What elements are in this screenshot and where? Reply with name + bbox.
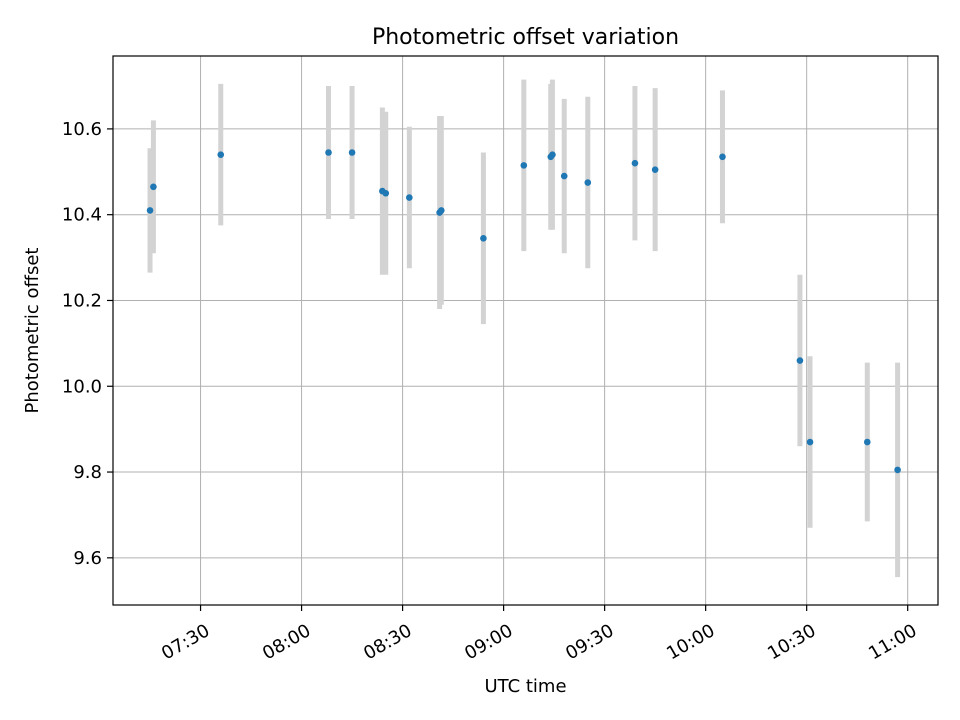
y-tick-label: 9.8 [73,462,102,483]
x-tick-label: 09:30 [562,620,617,664]
x-axis-ticks: 07:30 08:00 08:30 09:00 09:30 10:00 10:30 11:00 [158,605,921,664]
data-point [406,194,413,201]
data-point [438,207,445,214]
data-point [651,166,659,173]
data-point [325,149,332,156]
y-tick-label: 10.2 [62,290,102,311]
error-bars [147,79,901,578]
y-tick-label: 10.6 [62,119,102,140]
chart-title: Photometric offset variation [372,25,679,50]
x-tick-label: 10:30 [764,620,819,664]
data-point [549,151,556,158]
data-point [796,357,804,364]
y-tick-label: 10.0 [62,376,102,397]
data-point [382,189,390,197]
x-tick-label: 08:30 [360,620,415,664]
data-point [480,234,487,242]
y-axis-ticks: 9.6 9.8 10.0 10.2 10.4 10.6 [62,119,113,569]
data-points [146,149,901,474]
x-tick-label: 10:00 [663,620,718,664]
data-point [520,162,528,169]
data-point [150,183,157,191]
y-axis-label: Photometric offset [22,248,43,414]
data-point [146,207,154,214]
data-point [348,149,356,156]
x-tick-label: 09:00 [461,620,516,664]
data-point [719,153,726,161]
y-tick-label: 10.4 [62,205,102,226]
data-point [863,438,871,446]
x-tick-label: 07:30 [158,620,213,664]
data-point [584,179,592,186]
y-tick-label: 9.6 [73,548,102,569]
data-point [631,159,639,167]
data-point [894,466,901,474]
data-point [217,151,225,158]
data-point [560,172,568,180]
x-tick-label: 08:00 [259,620,314,664]
data-point [806,438,814,446]
plot-frame [112,55,939,606]
x-tick-label: 11:00 [865,620,920,664]
x-axis-label: UTC time [484,676,566,697]
